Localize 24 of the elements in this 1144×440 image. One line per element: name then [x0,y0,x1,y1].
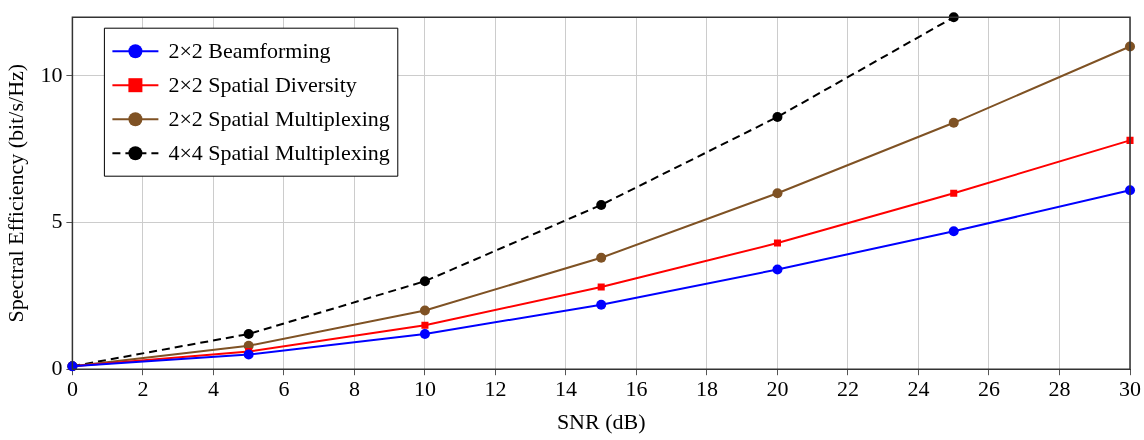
x-tick-label: 18 [695,376,718,402]
x-tick-label: 14 [554,376,577,402]
x-tick-label: 30 [1119,376,1141,402]
legend-label: 2×2 Spatial Multiplexing [168,105,390,131]
x-tick-label: 4 [207,376,219,402]
x-axis-title: SNR (dB) [556,408,646,434]
y-tick-label: 0 [51,354,63,380]
x-tick-label: 8 [348,376,360,402]
y-tick-label: 10 [40,61,63,87]
x-tick-label: 22 [836,376,859,402]
x-tick-label: 2 [137,376,149,402]
x-tick-label: 20 [766,376,789,402]
x-tick-label: 10 [413,376,436,402]
x-tick-label: 16 [625,376,648,402]
x-tick-label: 28 [1048,376,1071,402]
y-axis-title: Spectral Efficiency (bit/s/Hz) [2,63,28,323]
x-tick-label: 26 [977,376,1000,402]
y-tick-label: 5 [51,208,63,234]
legend-label: 2×2 Beamforming [168,37,331,63]
legend-label: 2×2 Spatial Diversity [168,71,357,97]
legend-label: 4×4 Spatial Multiplexing [168,139,390,165]
x-tick-label: 6 [278,376,290,402]
x-tick-label: 24 [907,376,930,402]
x-tick-label: 12 [484,376,507,402]
